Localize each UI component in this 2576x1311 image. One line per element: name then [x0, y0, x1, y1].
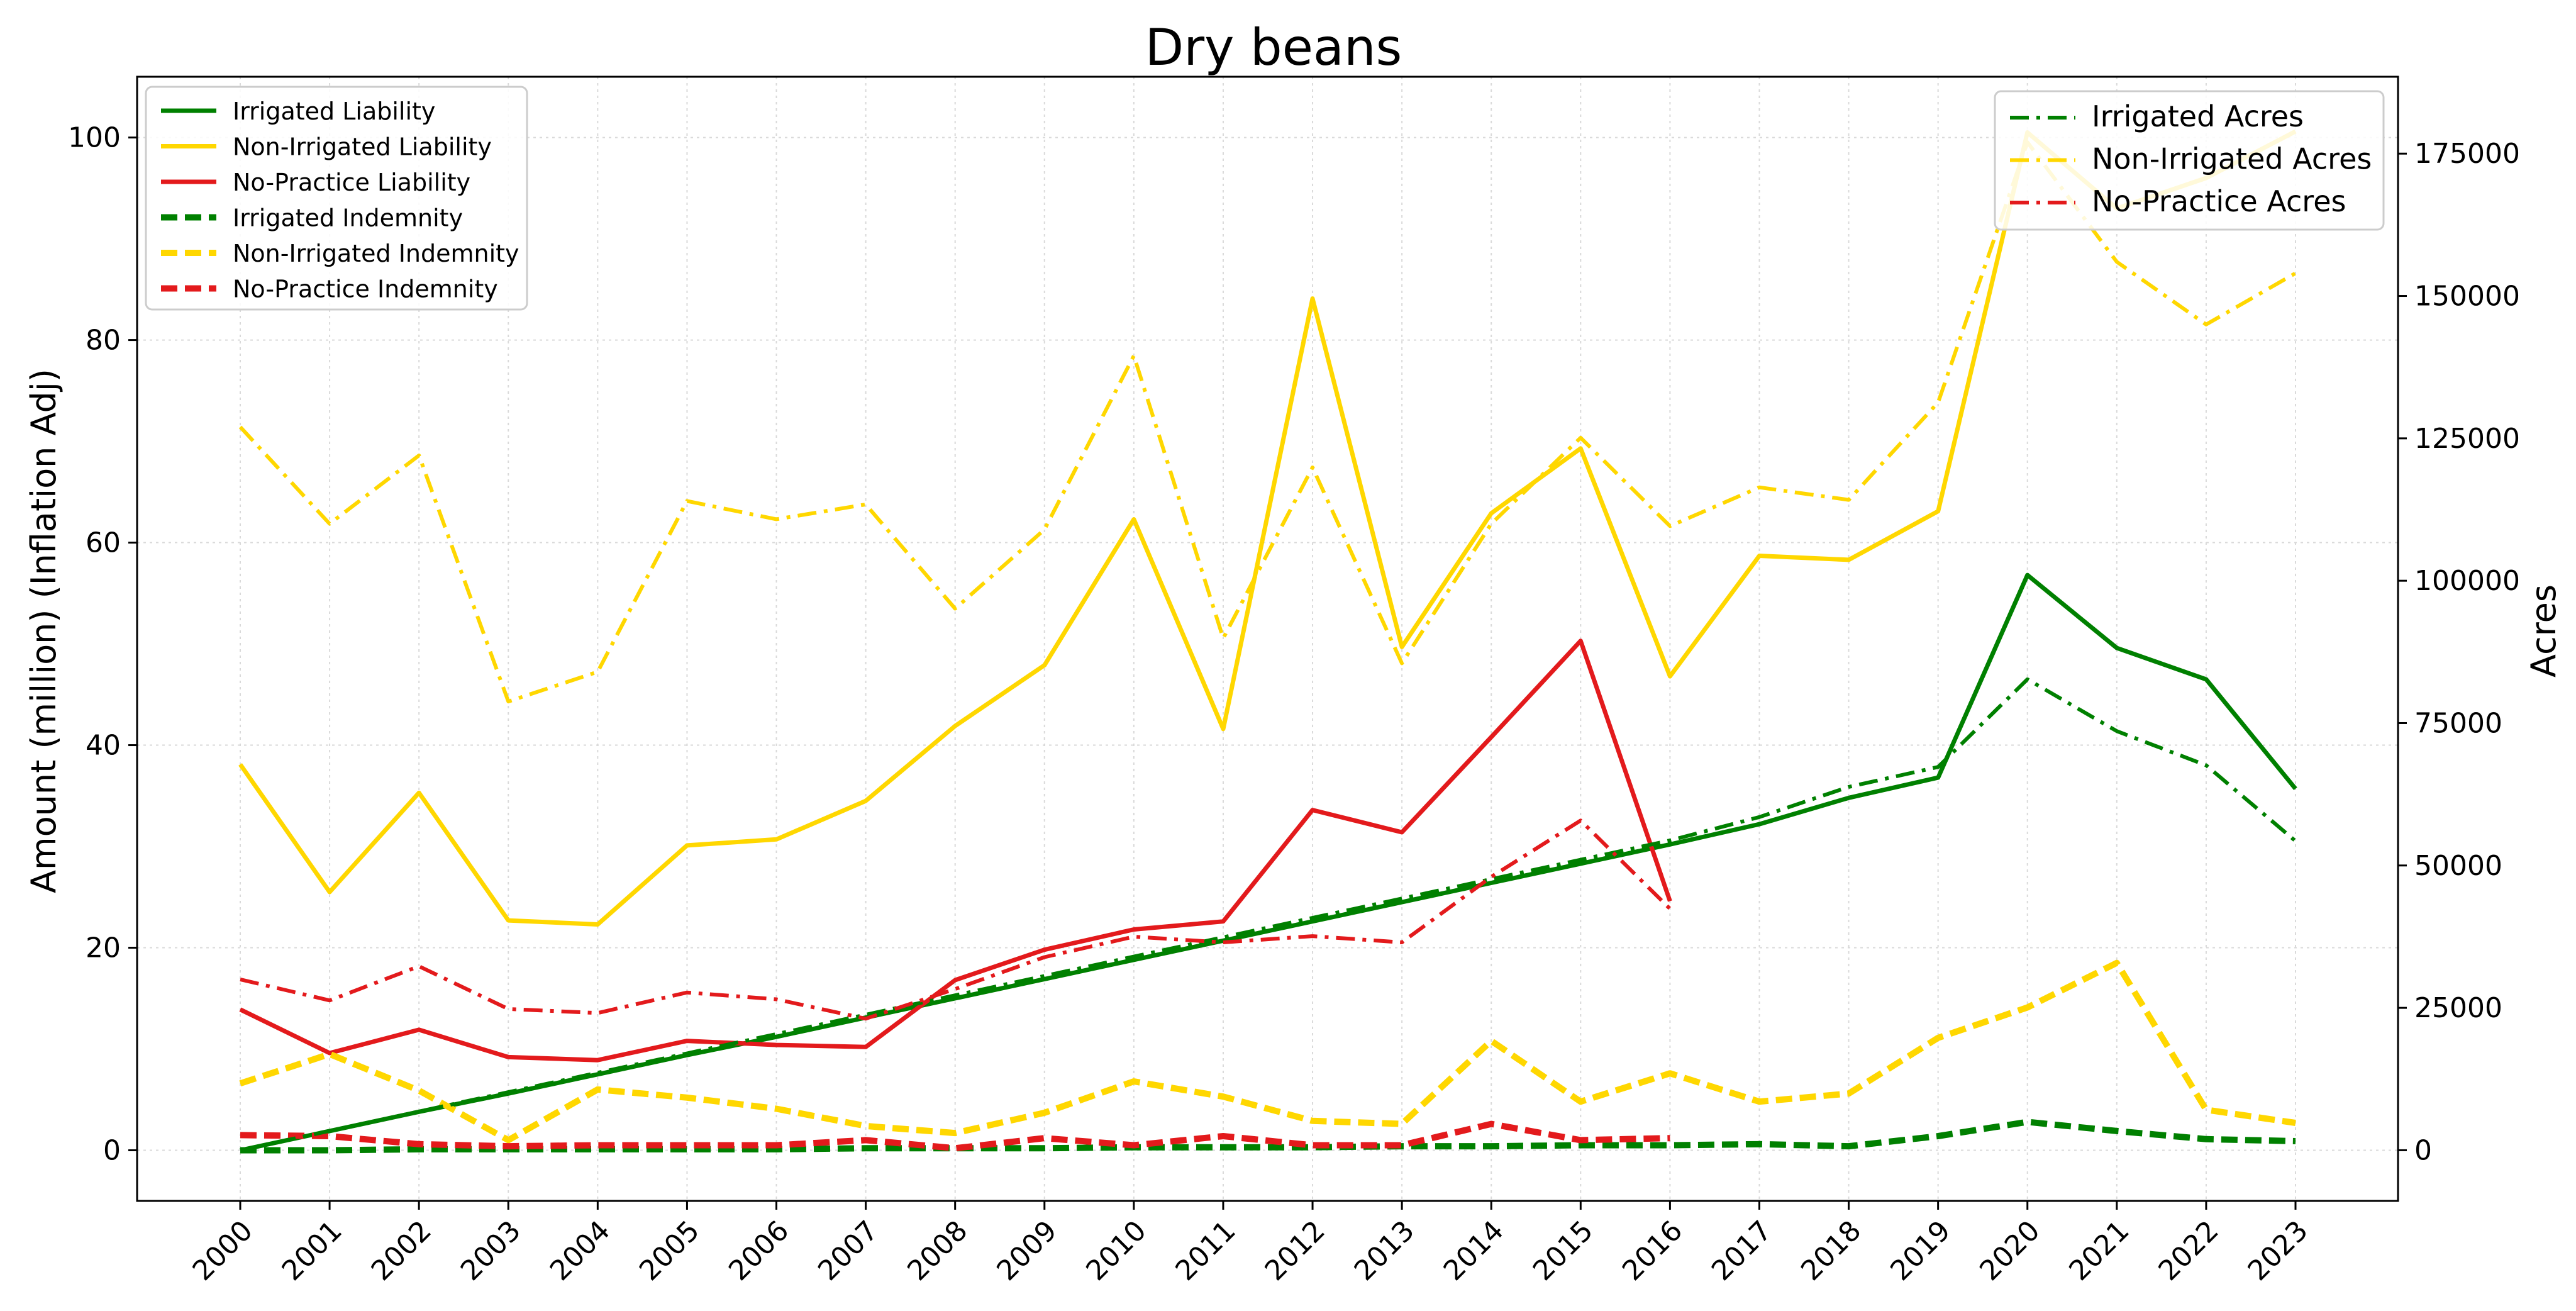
y-tick-label: 20 [86, 932, 121, 964]
x-tick-label: 2005 [633, 1215, 706, 1287]
legend-entry-irrigated-acres: Irrigated Acres [2092, 99, 2304, 133]
y-tick-label: 0 [103, 1135, 121, 1167]
x-tick-label: 2018 [1795, 1215, 1867, 1287]
x-tick-label: 2019 [1884, 1215, 1957, 1287]
x-tick-label: 2007 [812, 1215, 884, 1287]
legend-entry-non-irrigated-indemnity: Non-Irrigated Indemnity [233, 240, 519, 267]
legend-entry-no-practice-liability: No-Practice Liability [233, 169, 470, 196]
y2-tick-label: 75000 [2414, 707, 2502, 739]
legend-entry-non-irrigated-liability: Non-Irrigated Liability [233, 133, 492, 161]
series-non-irrigated-indemnity [239, 959, 2296, 1144]
legend-entry-no-practice-acres: No-Practice Acres [2092, 184, 2346, 218]
y2-tick-label: 175000 [2414, 138, 2520, 170]
legend-entry-non-irrigated-acres: Non-Irrigated Acres [2092, 142, 2372, 176]
x-tick-label: 2004 [544, 1215, 616, 1287]
series-no-practice-liability [239, 639, 1672, 1063]
x-tick-label: 2013 [1348, 1215, 1421, 1287]
series-no-practice-indemnity [240, 1120, 1670, 1152]
y2-axis-label: Acres [2524, 584, 2563, 678]
x-tick-label: 2021 [2063, 1215, 2135, 1287]
x-tick-label: 2011 [1169, 1215, 1241, 1287]
y2-tick-label: 100000 [2414, 565, 2520, 597]
y2-tick-label: 0 [2414, 1134, 2432, 1166]
y2-tick-label: 50000 [2414, 850, 2502, 882]
x-tick-label: 2017 [1706, 1215, 1778, 1287]
legend-right: Irrigated Acres Non-Irrigated Acres No-Pra… [1994, 90, 2385, 231]
legend-entry-irrigated-liability: Irrigated Liability [233, 98, 435, 125]
x-tick-label: 2012 [1259, 1215, 1331, 1287]
y-axis-label: Amount (million) (Inflation Adj) [24, 369, 64, 893]
y-tick-label: 100 [68, 122, 121, 154]
x-tick-label: 2001 [276, 1215, 348, 1287]
x-tick-label: 2009 [991, 1215, 1063, 1287]
chart-title: Dry beans [1145, 18, 1402, 77]
y2-tick-label: 125000 [2414, 423, 2520, 455]
y-tick-label: 60 [86, 527, 121, 559]
series-no-practice-acres [240, 818, 1672, 1021]
x-tick-label: 2006 [723, 1215, 795, 1287]
x-tick-label: 2010 [1080, 1215, 1152, 1287]
legend-left: Irrigated Liability Non-Irrigated Liabili… [145, 86, 528, 311]
series-non-irrigated-liability [238, 129, 2297, 927]
series-layer [238, 129, 2297, 1154]
series-non-irrigated-acres [238, 140, 2297, 704]
x-tick-label: 2016 [1616, 1215, 1689, 1287]
legend-entry-irrigated-indemnity: Irrigated Indemnity [233, 204, 463, 232]
y-tick-label: 40 [86, 730, 121, 762]
y-tick-label: 80 [86, 325, 121, 357]
x-tick-label: 2014 [1438, 1215, 1510, 1287]
legend-entry-no-practice-indemnity: No-Practice Indemnity [233, 276, 498, 303]
x-tick-label: 2023 [2242, 1215, 2314, 1287]
x-tick-label: 2000 [187, 1215, 259, 1287]
x-tick-label: 2015 [1527, 1215, 1599, 1287]
y2-tick-label: 150000 [2414, 281, 2520, 313]
series-irrigated-indemnity [240, 1119, 2296, 1154]
x-tick-label: 2022 [2152, 1215, 2224, 1287]
x-tick-label: 2008 [901, 1215, 974, 1287]
x-tick-label: 2002 [365, 1215, 438, 1287]
x-tick-label: 2020 [1974, 1215, 2046, 1287]
x-tick-label: 2003 [455, 1215, 527, 1287]
legend-frame [145, 86, 528, 311]
legend-frame [1994, 90, 2385, 231]
series-irrigated-acres [240, 677, 2297, 1152]
plot-frame [136, 75, 2399, 1202]
y2-tick-label: 25000 [2414, 992, 2502, 1024]
